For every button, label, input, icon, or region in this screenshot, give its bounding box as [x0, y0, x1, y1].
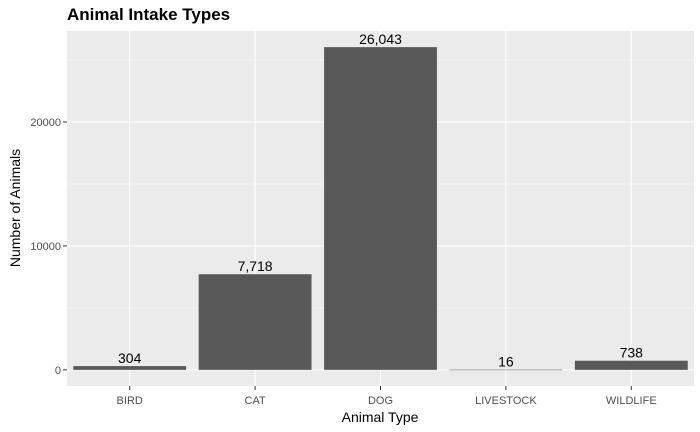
data-label-bird: 304 [118, 350, 142, 366]
bar-livestock [449, 369, 563, 371]
chart-title: Animal Intake Types [67, 5, 231, 24]
data-label-dog: 26,043 [359, 31, 402, 47]
x-axis-title: Animal Type [342, 409, 419, 425]
bar-dog [324, 47, 437, 370]
y-tick-label: 20000 [30, 117, 61, 129]
data-label-wildlife: 738 [620, 345, 644, 361]
x-tick-label: LIVESTOCK [475, 395, 537, 407]
x-tick-label: DOG [368, 395, 393, 407]
data-label-cat: 7,718 [238, 258, 273, 274]
bar-bird [73, 366, 187, 370]
y-axis-title: Number of Animals [7, 149, 23, 267]
x-tick-label: CAT [245, 395, 266, 407]
x-tick-label: WILDLIFE [606, 395, 657, 407]
y-tick-label: 0 [55, 365, 61, 377]
data-label-livestock: 16 [498, 354, 514, 370]
x-tick-label: BIRD [117, 395, 143, 407]
y-tick-label: 10000 [30, 241, 61, 253]
bar-cat [198, 274, 312, 370]
bar-wildlife [574, 360, 688, 370]
